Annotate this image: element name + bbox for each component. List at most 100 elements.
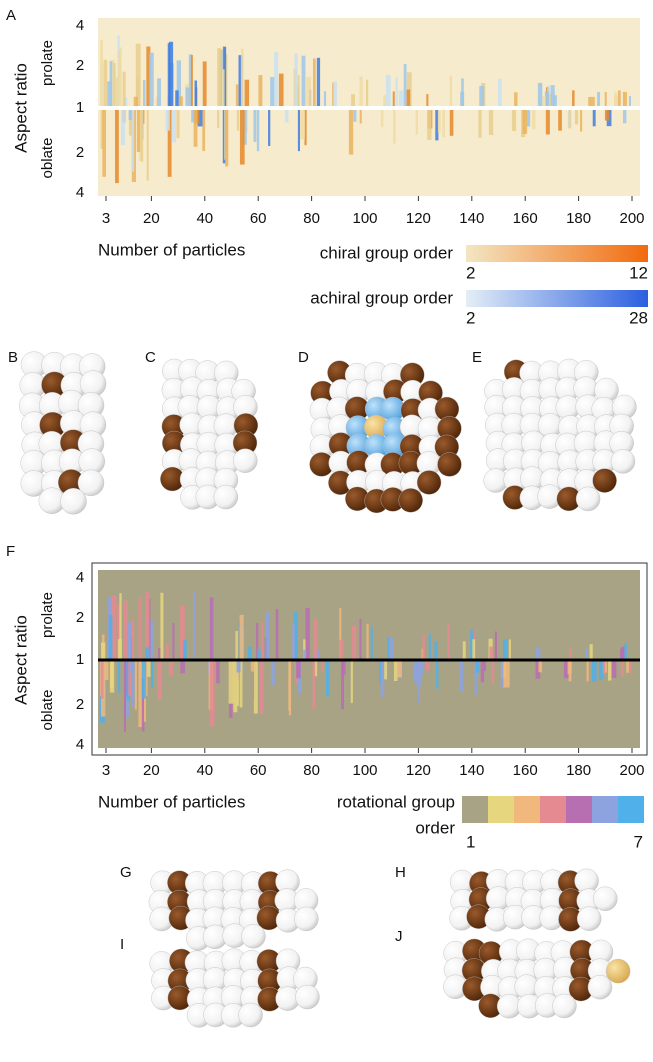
heatmap-cell xyxy=(242,108,247,145)
heatmap-cell xyxy=(415,108,418,135)
heatmap-cell xyxy=(141,660,147,699)
heatmap-cell xyxy=(602,660,606,674)
sphere xyxy=(60,488,87,515)
heatmap-cell xyxy=(270,660,275,686)
heatmap-cell xyxy=(157,78,161,108)
heatmap-cell xyxy=(158,647,163,660)
colorbar xyxy=(466,290,648,307)
x-tick-label: 120 xyxy=(406,210,431,227)
heatmap-cell xyxy=(359,618,362,660)
heatmap-cell xyxy=(194,80,198,108)
heatmap-cell xyxy=(268,108,271,146)
heatmap-cell xyxy=(165,108,170,131)
heatmap-cell xyxy=(176,60,182,108)
heatmap-cell xyxy=(149,620,154,660)
heatmap-cell xyxy=(117,52,121,108)
heatmap-cell xyxy=(522,108,528,134)
heatmap-cell xyxy=(488,108,494,136)
heatmap-cell xyxy=(425,660,430,671)
heatmap-cell xyxy=(359,76,363,108)
heatmap-cell xyxy=(135,43,141,109)
heatmap-cell xyxy=(303,649,307,660)
colorbar-title: order xyxy=(415,818,455,837)
heatmap-cell xyxy=(553,95,557,108)
heatmap-cell xyxy=(188,54,192,108)
heatmap-cell xyxy=(233,660,238,713)
heatmap-cell xyxy=(128,108,134,136)
colorbar-cell xyxy=(488,796,514,823)
x-tick-label: 60 xyxy=(250,762,267,779)
x-tick-label: 180 xyxy=(566,762,591,779)
heatmap-cell xyxy=(304,108,307,146)
heatmap-cell xyxy=(352,625,357,660)
x-tick-label: 3 xyxy=(102,762,110,779)
heatmap-cell xyxy=(128,108,131,120)
heatmap-cell xyxy=(597,92,601,108)
heatmap-cell xyxy=(511,108,517,132)
heatmap-cell xyxy=(478,108,482,138)
colorbar-min: 2 xyxy=(466,308,475,327)
heatmap-cell xyxy=(216,660,220,684)
heatmap-cell xyxy=(365,79,369,108)
heatmap-cell xyxy=(385,74,391,108)
sphere xyxy=(437,452,462,477)
heatmap-cell xyxy=(592,108,596,127)
heatmap-cell xyxy=(127,622,132,660)
heatmap-cell xyxy=(100,108,104,149)
heatmap-cell xyxy=(502,639,508,660)
heatmap-cell xyxy=(514,92,518,108)
sphere xyxy=(241,924,266,949)
heatmap-cell xyxy=(191,108,196,123)
heatmap-cell xyxy=(185,87,191,108)
heatmap-cell xyxy=(258,75,263,108)
sphere xyxy=(610,449,636,474)
heatmap-cell xyxy=(442,108,446,138)
heatmap-cell xyxy=(542,96,546,108)
heatmap-cell xyxy=(563,660,569,679)
heatmap-cell xyxy=(240,48,244,108)
heatmap-cell xyxy=(149,52,154,108)
heatmap-cell xyxy=(462,641,466,660)
heatmap-cell xyxy=(489,646,493,660)
panel-label: F xyxy=(6,543,15,560)
sphere xyxy=(77,469,105,496)
heatmap-cell xyxy=(312,660,316,709)
heatmap-cell xyxy=(168,660,174,676)
heatmap-cell xyxy=(176,108,180,139)
heatmap-cell xyxy=(434,641,438,660)
y-tick-label: 2 xyxy=(76,609,84,626)
heatmap-cell xyxy=(614,91,617,108)
heatmap-cell xyxy=(550,85,555,108)
heatmap-cell xyxy=(535,660,541,679)
heatmap-cell xyxy=(403,63,407,108)
heatmap-cell xyxy=(165,642,169,660)
x-tick-label: 200 xyxy=(619,762,644,779)
y-axis-label: Aspect ratio xyxy=(11,63,30,153)
heatmap-cell xyxy=(101,642,106,660)
heatmap-cell xyxy=(292,624,296,660)
heatmap-cell xyxy=(175,90,179,108)
heatmap-cell xyxy=(611,660,617,678)
heatmap-cell xyxy=(388,637,394,660)
heatmap-cell xyxy=(261,622,264,660)
heatmap-cell xyxy=(145,591,150,660)
heatmap-cell xyxy=(110,59,115,108)
heatmap-cell xyxy=(167,43,171,109)
heatmap-cell xyxy=(624,642,627,660)
heatmap-cell xyxy=(100,39,104,109)
x-tick-label: 3 xyxy=(102,210,110,227)
heatmap-cell xyxy=(422,634,425,660)
heatmap-cell xyxy=(619,648,624,660)
heatmap-cell xyxy=(247,646,252,660)
heatmap-cell xyxy=(483,660,487,671)
sphere xyxy=(575,486,601,512)
heatmap-cell xyxy=(332,82,335,108)
heatmap-cell xyxy=(225,108,229,167)
heatmap-cell xyxy=(353,108,357,122)
heatmap-cell xyxy=(134,660,137,710)
heatmap-cell xyxy=(236,660,239,707)
heatmap-cell xyxy=(417,660,420,703)
heatmap-cell xyxy=(130,627,134,660)
panel-label: J xyxy=(395,928,403,945)
heatmap-cell xyxy=(236,108,240,131)
